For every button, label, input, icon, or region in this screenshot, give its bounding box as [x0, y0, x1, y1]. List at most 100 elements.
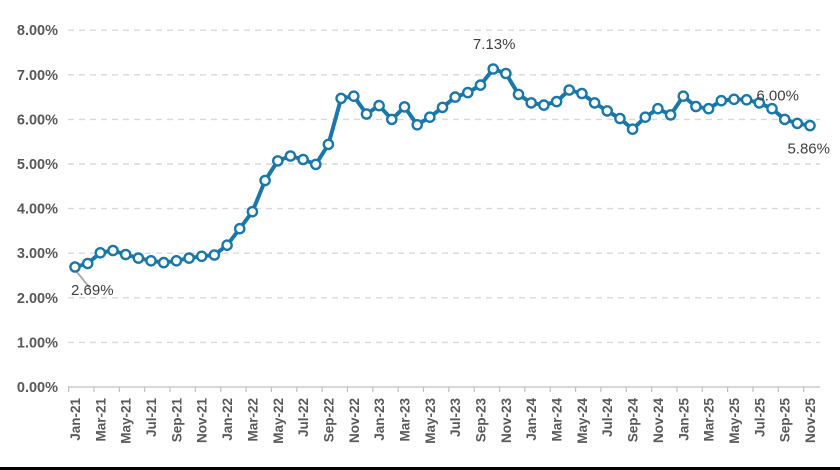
data-point-marker — [246, 205, 259, 218]
data-point-marker — [702, 102, 715, 115]
x-axis-tick-label: Jul-23 — [448, 398, 463, 438]
x-axis-tick-label: May-25 — [727, 398, 742, 444]
data-point-marker — [715, 94, 728, 107]
x-axis-tick-label: May-23 — [423, 398, 438, 444]
data-point-marker — [145, 254, 157, 267]
x-axis-tick-label: Sep-24 — [626, 398, 641, 443]
x-axis-tick-label: Nov-22 — [347, 398, 362, 443]
data-label-annotation: 6.00% — [756, 87, 799, 104]
data-point-marker — [170, 254, 183, 267]
data-point-marker — [791, 117, 804, 130]
data-point-marker — [309, 158, 322, 171]
data-point-marker — [233, 222, 246, 235]
y-axis-tick-label: 8.00% — [17, 23, 58, 39]
y-axis-labels-group: 0.00% 1.00% 2.00% 3.00% 4.00% 5.00% 6.00% 7.00%… — [17, 23, 58, 396]
data-point-marker — [677, 90, 690, 102]
x-axis-tick-label: Mar-23 — [397, 398, 412, 442]
x-axis-tick-label: May-21 — [119, 398, 134, 444]
data-point-marker — [474, 79, 487, 91]
x-axis-labels-group: Jan-21 Mar-21 May-21 Jul-21 Sep-21 Nov-21 Jan-… — [68, 398, 818, 444]
data-point-marker — [778, 113, 791, 126]
data-point-marker — [766, 102, 778, 115]
data-point-marker — [626, 123, 639, 135]
data-point-marker — [550, 95, 563, 108]
data-point-marker — [221, 239, 233, 251]
data-point-marker — [487, 63, 500, 75]
y-axis-tick-label: 4.00% — [17, 202, 58, 218]
x-axis-tick-label: Mar-21 — [93, 398, 108, 442]
rate-series-line — [73, 67, 812, 269]
data-point-marker — [208, 249, 221, 261]
y-axis-tick-label: 7.00% — [17, 68, 58, 84]
data-point-marker — [271, 155, 284, 167]
data-point-marker — [411, 119, 424, 131]
data-point-marker — [576, 87, 588, 100]
data-point-marker — [601, 105, 614, 117]
x-axis-tick-label: Sep-23 — [474, 398, 489, 443]
x-axis-tick-label: Nov-21 — [195, 398, 210, 444]
x-axis-tick-label: Nov-24 — [651, 398, 666, 444]
data-point-marker — [373, 99, 385, 112]
data-point-marker — [297, 153, 309, 166]
data-point-marker — [461, 86, 474, 99]
x-axis-tick-label: Jul-21 — [144, 398, 159, 438]
data-point-marker — [157, 256, 170, 269]
data-point-marker — [563, 84, 576, 96]
x-axis-tick-label: Jul-22 — [296, 398, 311, 437]
data-point-marker — [195, 250, 208, 263]
data-point-marker — [804, 119, 816, 132]
x-axis-tick-label: Sep-21 — [169, 398, 184, 443]
x-axis-tick-label: Jan-22 — [220, 398, 235, 441]
x-axis-tick-label: Jan-23 — [372, 398, 387, 441]
x-axis-tick-label: Nov-23 — [499, 398, 514, 444]
data-point-marker — [588, 97, 601, 109]
data-point-marker — [512, 88, 525, 101]
data-point-marker — [398, 101, 411, 113]
data-label-annotation: 2.69% — [71, 282, 114, 299]
markers-group — [69, 63, 816, 273]
x-axis-tick-label: Nov-25 — [803, 398, 818, 444]
data-point-marker — [360, 108, 373, 120]
data-point-marker — [740, 94, 753, 106]
data-point-marker — [385, 113, 398, 126]
x-axis-tick-label: Sep-22 — [321, 398, 336, 442]
data-point-marker — [107, 244, 119, 257]
data-point-marker — [436, 101, 449, 114]
x-axis-tick-label: Mar-22 — [245, 398, 260, 442]
x-axis-tick-label: May-24 — [575, 398, 590, 444]
data-point-marker — [423, 111, 436, 123]
x-axis-tick-label: Sep-25 — [778, 398, 793, 443]
data-point-marker — [132, 252, 145, 264]
x-axis-tick-label: Mar-25 — [702, 398, 717, 442]
x-axis-tick-label: Jan-24 — [524, 398, 539, 441]
y-axis-tick-label: 6.00% — [17, 112, 58, 128]
data-point-marker — [753, 97, 766, 109]
data-point-marker — [119, 248, 132, 261]
data-point-marker — [538, 99, 550, 111]
data-point-marker — [259, 174, 271, 187]
data-point-marker — [284, 150, 297, 162]
data-point-marker — [664, 109, 677, 121]
data-point-marker — [728, 93, 740, 106]
window-bottom-edge — [0, 467, 840, 470]
annotations-group: 2.69% 7.13% 6.00% 5.86% — [71, 36, 830, 299]
data-point-marker — [347, 90, 360, 102]
y-axis-tick-label: 0.00% — [17, 380, 58, 396]
x-axis-tick-label: Jul-25 — [752, 398, 767, 438]
data-point-marker — [525, 97, 538, 109]
gridlines-group — [68, 29, 820, 388]
x-axis-tick-label: May-22 — [271, 398, 286, 444]
y-axis-tick-label: 1.00% — [17, 335, 58, 351]
data-point-marker — [183, 252, 195, 264]
data-point-marker — [69, 261, 81, 273]
data-label-annotation: 5.86% — [787, 141, 830, 158]
data-point-marker — [690, 100, 702, 113]
x-axis-tick-label: Jan-25 — [676, 398, 691, 441]
x-axis-tick-label: Jan-21 — [68, 398, 83, 441]
data-point-marker — [639, 111, 652, 123]
data-point-marker — [94, 246, 107, 259]
data-point-marker — [449, 91, 462, 103]
data-label-annotation: 7.13% — [473, 36, 516, 53]
